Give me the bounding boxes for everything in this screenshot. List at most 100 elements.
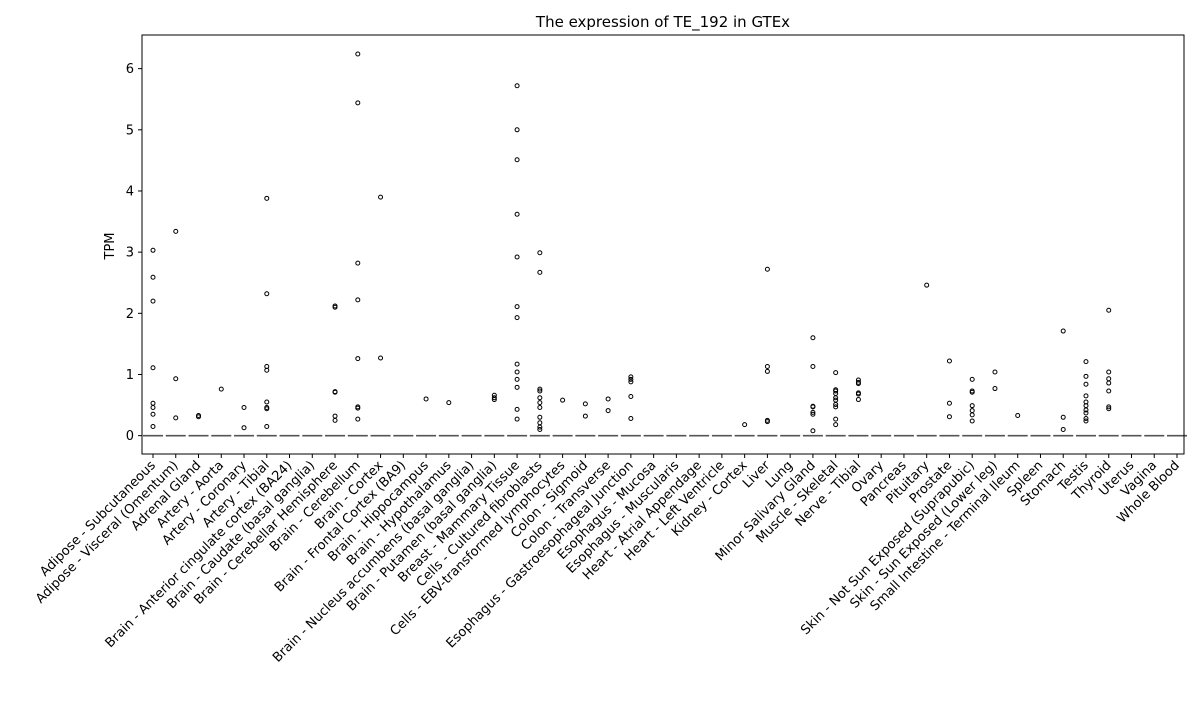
outlier-point xyxy=(924,282,930,288)
outlier-point xyxy=(264,367,270,373)
y-tick-label: 3 xyxy=(126,246,134,261)
outlier-point xyxy=(1106,376,1112,382)
outlier-point xyxy=(514,361,520,367)
outlier-point xyxy=(514,211,520,217)
outlier-point xyxy=(855,397,861,403)
outlier-point xyxy=(514,315,520,321)
outlier-point xyxy=(1060,414,1066,420)
outlier-point xyxy=(1083,410,1089,416)
outlier-point xyxy=(514,416,520,422)
outlier-point xyxy=(1083,407,1089,413)
outlier-point xyxy=(332,304,338,310)
outlier-point xyxy=(173,228,179,234)
outlier-point xyxy=(241,425,247,431)
outlier-point xyxy=(1106,369,1112,375)
outlier-point xyxy=(810,404,816,410)
outlier-point xyxy=(833,401,839,407)
outlier-point xyxy=(628,376,634,382)
outlier-point xyxy=(537,400,543,406)
outlier-point xyxy=(992,369,998,375)
outlier-point xyxy=(764,368,770,374)
outlier-point xyxy=(833,370,839,376)
outlier-point xyxy=(514,83,520,89)
outlier-point xyxy=(946,400,952,406)
outlier-point xyxy=(514,369,520,375)
outlier-point xyxy=(537,250,543,256)
outlier-point xyxy=(264,399,270,405)
outlier-point xyxy=(355,51,361,57)
outlier-point xyxy=(264,423,270,429)
outlier-point xyxy=(355,356,361,362)
outlier-point xyxy=(855,381,861,387)
outlier-point xyxy=(355,416,361,422)
outlier-point xyxy=(537,269,543,275)
outlier-point xyxy=(1106,380,1112,386)
outlier-point xyxy=(150,365,156,371)
outlier-point xyxy=(992,386,998,392)
outlier-point xyxy=(628,394,634,400)
outlier-point xyxy=(150,400,156,406)
outlier-point xyxy=(764,266,770,272)
outlier-point xyxy=(241,405,247,411)
outlier-point xyxy=(628,416,634,422)
outlier-point xyxy=(514,376,520,382)
outlier-point xyxy=(810,335,816,341)
outlier-point xyxy=(264,291,270,297)
outlier-point xyxy=(764,419,770,425)
outlier-point xyxy=(1083,416,1089,422)
outlier-point xyxy=(537,405,543,411)
chart-title: The expression of TE_192 in GTEx xyxy=(535,13,790,32)
y-tick-label: 6 xyxy=(126,62,134,77)
y-axis-label: TPM xyxy=(103,233,118,261)
outlier-point xyxy=(332,417,338,423)
outlier-point xyxy=(173,415,179,421)
outlier-point xyxy=(969,389,975,395)
outlier-point xyxy=(537,388,543,394)
outlier-point xyxy=(537,420,543,426)
outlier-point xyxy=(514,304,520,310)
outlier-point xyxy=(446,400,452,406)
outlier-point xyxy=(628,374,634,380)
outlier-point xyxy=(628,379,634,385)
outlier-point xyxy=(742,422,748,428)
outlier-point xyxy=(514,254,520,260)
outlier-point xyxy=(833,388,839,394)
outlier-point xyxy=(355,100,361,106)
outlier-point xyxy=(537,386,543,392)
outlier-point xyxy=(514,406,520,412)
outlier-point xyxy=(355,297,361,303)
outlier-point xyxy=(946,414,952,420)
outlier-point xyxy=(378,194,384,200)
outlier-point xyxy=(332,413,338,419)
plot-frame xyxy=(141,34,1185,455)
outlier-point xyxy=(537,424,543,430)
outlier-point xyxy=(196,414,202,420)
outlier-point xyxy=(833,404,839,410)
outlier-point xyxy=(537,395,543,401)
outlier-point xyxy=(946,358,952,364)
y-tick-label: 1 xyxy=(126,368,134,383)
outlier-point xyxy=(150,411,156,417)
outlier-point xyxy=(810,364,816,370)
outlier-point xyxy=(332,389,338,395)
outlier-point xyxy=(491,397,497,403)
outlier-point xyxy=(264,195,270,201)
outlier-point xyxy=(355,405,361,411)
outlier-point xyxy=(355,260,361,266)
outlier-point xyxy=(1083,393,1089,399)
outlier-point xyxy=(833,422,839,428)
outlier-point xyxy=(764,364,770,370)
outlier-point xyxy=(173,376,179,382)
y-tick-label: 2 xyxy=(126,307,134,322)
outlier-point xyxy=(150,247,156,253)
outlier-point xyxy=(1106,388,1112,394)
outlier-point xyxy=(969,376,975,382)
y-tick-label: 4 xyxy=(126,184,134,199)
outlier-point xyxy=(560,397,566,403)
y-tick-label: 5 xyxy=(126,123,134,138)
outlier-point xyxy=(1083,418,1089,424)
outlier-point xyxy=(810,428,816,434)
